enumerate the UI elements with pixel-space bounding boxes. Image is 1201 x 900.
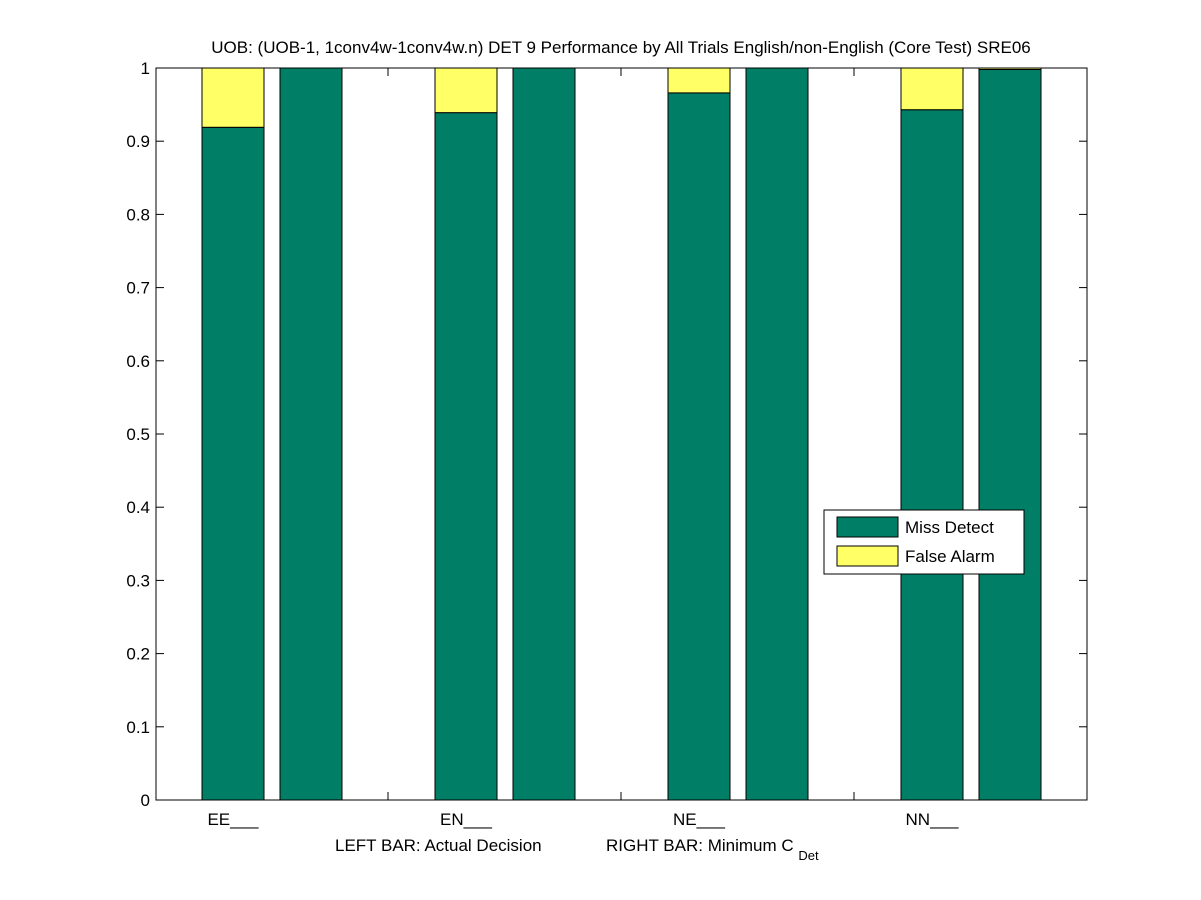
plot-area (201, 67, 1042, 801)
x-axis-label-left: LEFT BAR: Actual Decision (335, 836, 542, 855)
bar-false-alarm-actual-1 (434, 67, 498, 114)
y-tick-label-0: 0 (141, 791, 150, 810)
bar-miss-detect-actual-3 (900, 109, 964, 801)
y-tick-label-6: 0.6 (126, 352, 150, 371)
y-tick-label-2: 0.2 (126, 645, 150, 664)
bar-miss-detect-minimum-0 (279, 67, 343, 801)
chart-title: UOB: (UOB-1, 1conv4w-1conv4w.n) DET 9 Pe… (211, 38, 1031, 57)
x-tick-label-2: NE___ (673, 810, 726, 829)
x-axis-label-subscript: Det (798, 848, 819, 863)
y-tick-label-5: 0.5 (126, 425, 150, 444)
y-tick-label-7: 0.7 (126, 279, 150, 298)
legend-label-false-alarm: False Alarm (905, 547, 995, 566)
y-tick-label-10: 1 (141, 59, 150, 78)
bar-false-alarm-actual-2 (667, 67, 731, 94)
y-tick-label-9: 0.9 (126, 132, 150, 151)
bar-miss-detect-actual-0 (201, 126, 265, 801)
bar-miss-detect-actual-2 (667, 92, 731, 801)
bar-miss-detect-minimum-3 (978, 68, 1042, 801)
x-axis-label: LEFT BAR: Actual Decision RIGHT BAR: Min… (335, 836, 819, 863)
legend-swatch-false-alarm (836, 545, 899, 567)
bar-false-alarm-actual-3 (900, 67, 964, 111)
x-axis-label-right: RIGHT BAR: Minimum C (606, 836, 794, 855)
legend-label-miss-detect: Miss Detect (905, 518, 994, 537)
bar-false-alarm-actual-0 (201, 67, 265, 128)
bar-miss-detect-minimum-2 (745, 67, 809, 801)
y-tick-label-1: 0.1 (126, 718, 150, 737)
bar-miss-detect-actual-1 (434, 112, 498, 801)
x-tick-label-1: EN___ (440, 810, 493, 829)
bar-miss-detect-minimum-1 (512, 67, 576, 801)
axes: 0 0.1 0.2 0.3 0.4 0.5 0.6 0.7 0.8 0.9 1 EE___ EN___ N… (126, 59, 1088, 829)
legend: Miss Detect False Alarm (823, 509, 1025, 575)
y-tick-label-3: 0.3 (126, 571, 150, 590)
y-tick-label-4: 0.4 (126, 498, 150, 517)
x-tick-label-3: NN___ (906, 810, 959, 829)
legend-swatch-miss-detect (836, 516, 899, 538)
y-tick-label-8: 0.8 (126, 205, 150, 224)
x-tick-label-0: EE___ (207, 810, 259, 829)
